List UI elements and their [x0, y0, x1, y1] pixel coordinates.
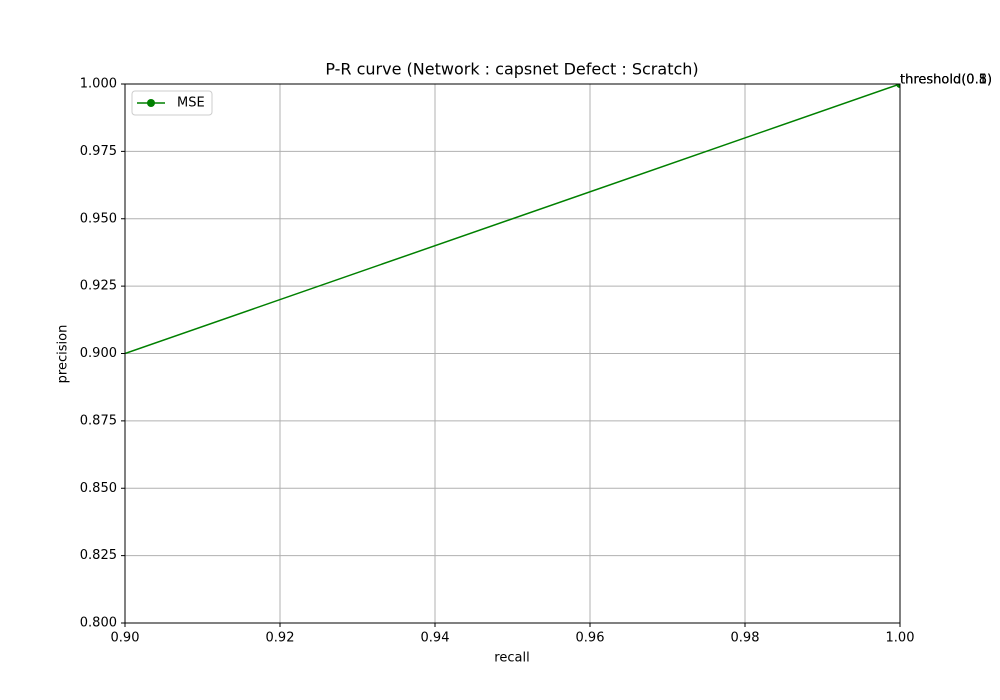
x-tick-label: 1.00: [886, 631, 915, 646]
legend-marker: [147, 99, 155, 107]
chart-title: P-R curve (Network : capsnet Defect : Sc…: [325, 60, 698, 79]
y-tick-label: 0.850: [80, 481, 117, 496]
y-tick-label: 0.925: [80, 279, 117, 294]
point: [896, 84, 900, 88]
x-tick-label: 0.94: [421, 631, 450, 646]
annotation: threshold(0.1): [900, 73, 992, 88]
annotation: threshold(0.8): [900, 73, 992, 88]
annotation: threshold(0.5): [900, 73, 992, 88]
x-tick-label: 0.90: [111, 631, 140, 646]
y-tick-label: 0.825: [80, 548, 117, 563]
legend-label: MSE: [177, 96, 205, 111]
x-tick-label: 0.96: [576, 631, 605, 646]
y-tick-label: 1.000: [80, 77, 117, 92]
y-tick-label: 0.800: [80, 616, 117, 631]
legend-box: [131, 90, 213, 116]
y-tick-label: 0.875: [80, 413, 117, 428]
y-tick-label: 0.975: [80, 144, 117, 159]
x-axis-label: recall: [494, 651, 529, 666]
x-tick-label: 0.92: [266, 631, 295, 646]
y-tick-label: 0.900: [80, 346, 117, 361]
x-tick-label: 0.98: [731, 631, 760, 646]
line: [125, 84, 900, 355]
y-axis-label: precision: [56, 325, 71, 384]
y-tick-label: 0.950: [80, 211, 117, 226]
